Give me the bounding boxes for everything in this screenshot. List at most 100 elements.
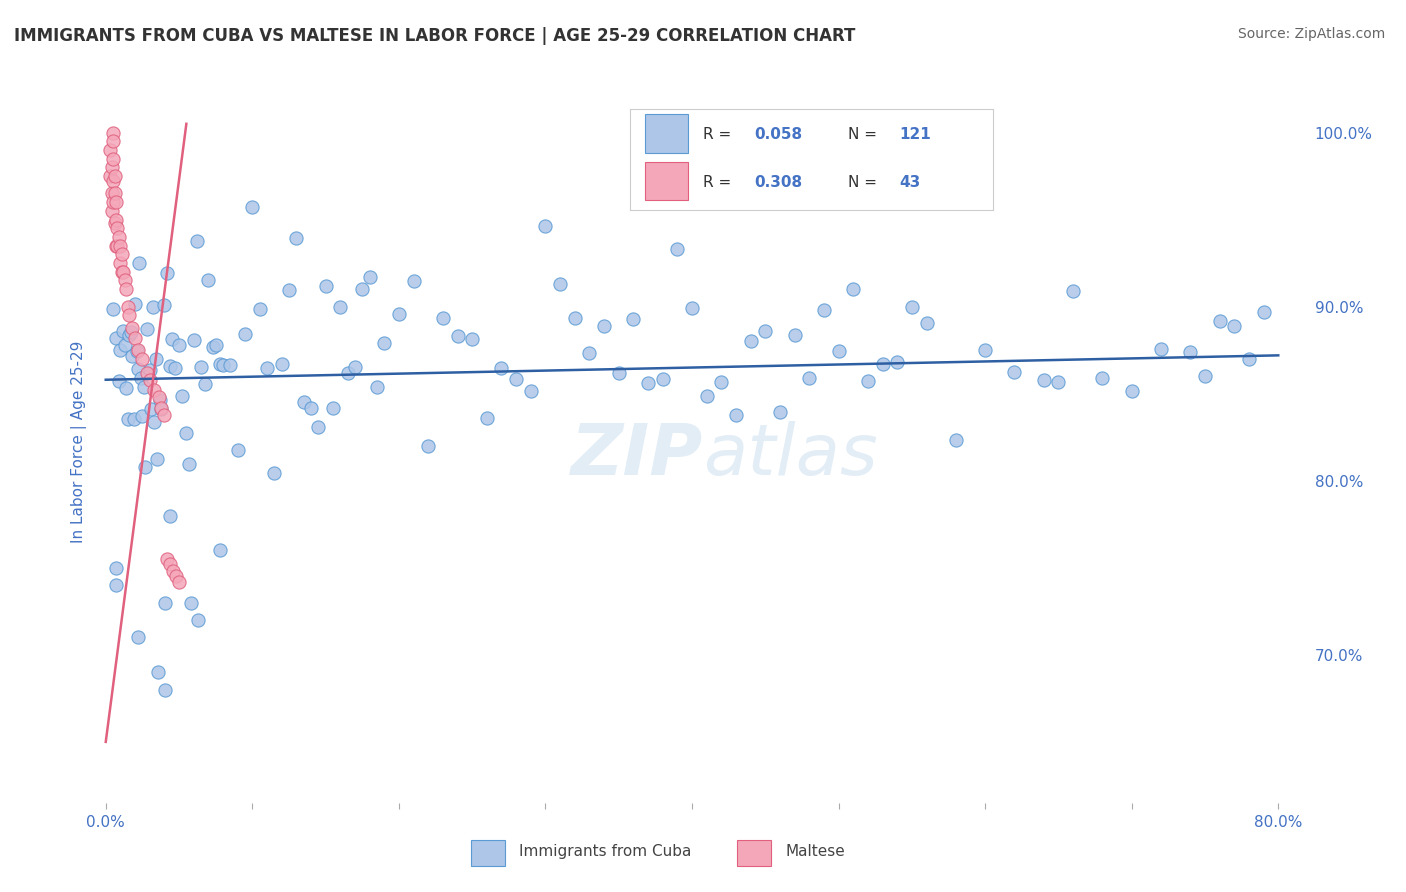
Point	[114, 338, 136, 352]
Point	[135, 321, 157, 335]
Text: atlas: atlas	[703, 422, 877, 491]
Point	[110, 343, 132, 357]
Point	[233, 327, 256, 342]
Point	[1194, 369, 1216, 384]
Point	[278, 283, 301, 297]
Point	[209, 543, 232, 558]
Point	[710, 375, 733, 389]
Point	[681, 301, 703, 315]
Point	[153, 408, 176, 422]
Point	[112, 324, 135, 338]
Point	[131, 409, 153, 423]
Point	[1237, 351, 1260, 366]
Point	[651, 372, 673, 386]
Point	[138, 363, 160, 377]
Point	[696, 389, 718, 403]
Point	[156, 552, 179, 566]
Y-axis label: In Labor Force | Age 25-29: In Labor Force | Age 25-29	[72, 341, 87, 542]
Point	[120, 325, 142, 339]
Point	[165, 569, 187, 583]
Point	[110, 256, 132, 270]
Point	[143, 415, 166, 429]
Point	[160, 332, 183, 346]
Point	[359, 269, 381, 284]
Point	[105, 578, 128, 592]
Point	[162, 564, 184, 578]
Point	[122, 412, 145, 426]
Point	[1150, 342, 1173, 356]
Point	[190, 359, 212, 374]
Point	[101, 195, 124, 210]
Point	[901, 301, 924, 315]
Point	[121, 349, 143, 363]
Point	[475, 410, 498, 425]
Point	[176, 426, 198, 441]
Point	[127, 362, 149, 376]
Point	[197, 272, 219, 286]
Point	[209, 357, 232, 371]
Point	[204, 338, 226, 352]
Point	[101, 134, 124, 148]
Point	[1253, 305, 1275, 319]
Point	[1004, 365, 1026, 379]
Point	[1091, 371, 1114, 385]
Point	[886, 354, 908, 368]
Point	[170, 388, 193, 402]
Point	[124, 297, 146, 311]
Point	[842, 282, 865, 296]
Point	[101, 152, 124, 166]
Point	[121, 320, 143, 334]
Point	[263, 466, 285, 480]
Point	[125, 344, 148, 359]
Point	[1062, 284, 1084, 298]
Point	[146, 665, 169, 680]
Point	[149, 392, 172, 407]
Text: IMMIGRANTS FROM CUBA VS MALTESE IN LABOR FORCE | AGE 25-29 CORRELATION CHART: IMMIGRANTS FROM CUBA VS MALTESE IN LABOR…	[14, 27, 855, 45]
Point	[115, 282, 138, 296]
Point	[180, 596, 202, 610]
Point	[520, 384, 543, 398]
Point	[105, 195, 128, 210]
Point	[101, 126, 124, 140]
Point	[194, 377, 217, 392]
Point	[432, 311, 454, 326]
Point	[724, 408, 747, 422]
Point	[578, 346, 600, 360]
Point	[114, 273, 136, 287]
Point	[148, 390, 170, 404]
Point	[769, 405, 792, 419]
Point	[637, 376, 659, 390]
Point	[100, 161, 122, 175]
Point	[240, 200, 263, 214]
Point	[156, 266, 179, 280]
Point	[322, 401, 344, 415]
Point	[201, 340, 224, 354]
Point	[872, 357, 894, 371]
Point	[118, 328, 141, 343]
Point	[783, 328, 806, 343]
Point	[212, 359, 235, 373]
Point	[146, 452, 169, 467]
Point	[167, 338, 190, 352]
Point	[153, 298, 176, 312]
Point	[104, 561, 127, 575]
Point	[108, 230, 131, 244]
Point	[593, 318, 616, 333]
Point	[607, 367, 630, 381]
Point	[256, 361, 278, 376]
Point	[143, 383, 166, 397]
Point	[270, 357, 292, 371]
Point	[186, 613, 208, 627]
Point	[402, 274, 425, 288]
Point	[974, 343, 997, 357]
Point	[129, 371, 152, 385]
Point	[101, 302, 124, 317]
Point	[117, 300, 139, 314]
Point	[135, 366, 157, 380]
Point	[1208, 314, 1230, 328]
Point	[418, 438, 440, 452]
Point	[388, 307, 411, 321]
Point	[107, 221, 129, 235]
Point	[150, 401, 173, 415]
Point	[799, 371, 821, 385]
